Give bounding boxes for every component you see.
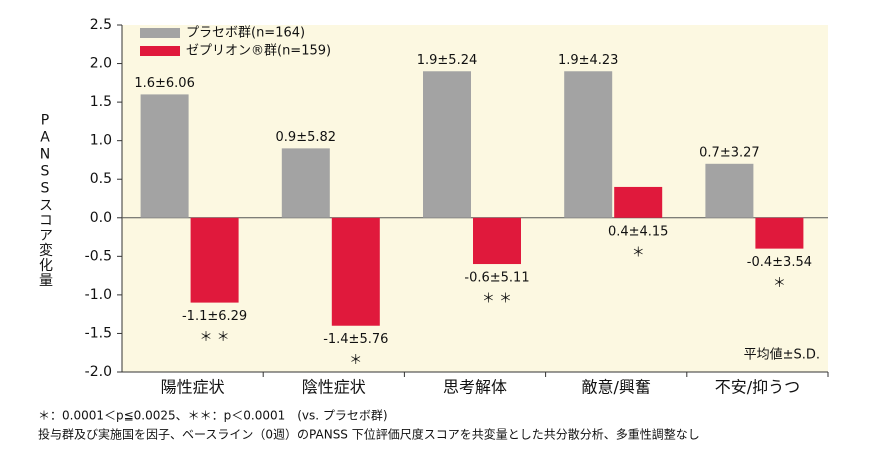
y-tick-label: 2.0 [90,56,112,72]
bar [190,217,239,303]
bar [423,71,471,218]
bar [140,94,189,218]
y-tick-label: -2.0 [85,364,112,380]
x-tick-label: 敵意/興奮 [581,378,650,397]
significance-mark: ＊ [632,245,645,260]
y-tick-label: -1.0 [85,287,112,303]
y-axis-label: PANSSスコア変化量 [37,113,53,288]
x-tick-label: 陽性症状 [161,378,225,397]
note: 平均値±S.D. [744,347,820,363]
value-label: -0.4±3.54 [747,255,812,270]
bar [705,163,754,218]
significance-mark: ＊ ＊ [482,292,512,307]
footnote: ＊：0.0001＜p≦0.0025、＊＊：p＜0.0001 (vs. プラセボ群… [38,409,388,423]
legend-label: ゼプリオン®群(n=159) [186,44,331,59]
y-tick-label: -0.5 [85,248,112,264]
x-tick-label: 思考解体 [443,378,507,397]
value-label: 0.4±4.15 [608,224,669,239]
y-tick-label: 1.0 [90,133,112,149]
significance-mark: ＊ [773,276,786,291]
bar [614,186,663,218]
significance-mark: ＊ ＊ [200,330,230,345]
value-label: -0.6±5.11 [464,271,529,286]
y-tick-label: 0.5 [90,171,112,187]
value-label: -1.4±5.76 [323,332,388,347]
value-label: 0.7±3.27 [699,145,760,160]
significance-mark: ＊ [349,353,362,368]
bar [281,148,330,218]
bar [473,217,521,265]
legend-swatch [140,28,180,38]
x-tick-label: 不安/抑うつ [715,378,800,397]
value-label: -1.1±6.29 [182,309,247,324]
x-tick-label: 陰性症状 [302,378,366,397]
y-tick-label: 2.5 [90,17,112,33]
value-label: 1.9±4.23 [558,53,619,68]
bar [331,217,380,326]
value-label: 0.9±5.82 [276,130,337,145]
legend-label: プラセボ群(n=164) [186,26,305,41]
y-tick-label: 0.0 [90,210,112,226]
y-tick-label: -1.5 [85,325,112,341]
value-label: 1.6±6.06 [134,76,195,91]
value-label: 1.9±5.24 [417,53,478,68]
bar [564,71,613,218]
footnote: 投与群及び実施国を因子、ベースライン（0週）のPANSS 下位評価尺度スコアを共… [38,427,700,442]
bar [755,217,804,249]
legend-swatch [140,46,180,56]
y-tick-label: 1.5 [90,94,112,110]
